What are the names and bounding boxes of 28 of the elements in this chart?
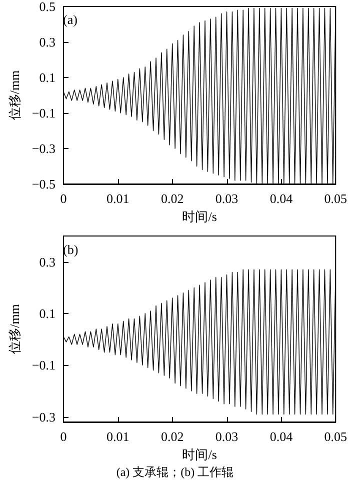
y-axis-title: 位移/mm [7, 304, 22, 354]
x-tick-label: 0 [60, 191, 67, 206]
y-tick-label: 0.5 [39, 0, 56, 14]
x-tick-label: 0.01 [106, 191, 130, 206]
x-tick-label: 0.04 [270, 191, 294, 206]
x-tick-label: 0.04 [270, 429, 294, 444]
y-tick-label: 0.1 [39, 70, 56, 85]
y-tick-label: −0.1 [32, 106, 56, 120]
y-tick-label: −0.3 [32, 409, 56, 424]
y-tick-label: −0.5 [32, 176, 56, 192]
x-tick-label: 0.03 [215, 429, 238, 444]
x-tick-label: 0.03 [215, 191, 238, 206]
x-axis-title: 时间/s [182, 447, 217, 462]
y-tick-label: 0.3 [39, 34, 56, 50]
y-axis-title: 位移/mm [7, 70, 22, 120]
y-tick-label: −0.3 [32, 141, 56, 156]
x-axis-title: 时间/s [182, 209, 217, 224]
x-tick-label: 0.05 [324, 191, 347, 206]
text: (b) [63, 242, 78, 257]
x-tick-label: 0.05 [324, 429, 347, 444]
y-tick-label: 0.1 [39, 306, 56, 321]
y-tick-label: −0.1 [32, 358, 56, 373]
x-tick-label: 0.02 [160, 429, 184, 444]
text: (a) 支承辊；(b) 工作辊 [116, 465, 234, 479]
x-tick-label: 0.01 [106, 429, 130, 444]
x-tick-label: 0.02 [160, 191, 184, 206]
x-tick-label: 0 [60, 429, 67, 444]
y-tick-label: 0.3 [39, 254, 56, 270]
